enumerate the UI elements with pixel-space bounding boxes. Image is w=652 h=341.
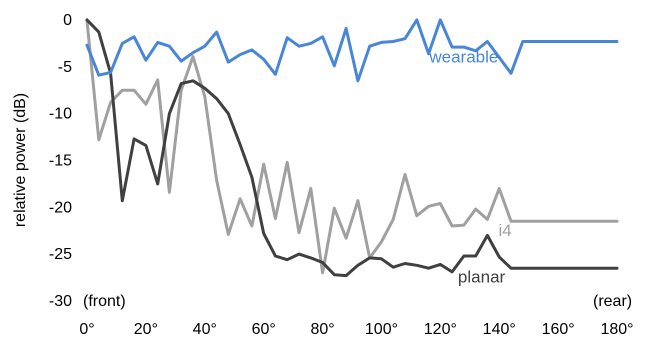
x-tick-label: 0°	[79, 321, 94, 338]
x-axis-ticks: 0° 20° 40° 60° 80° 100° 120° 140° 160° 180°	[79, 321, 633, 338]
rear-annotation: (rear)	[593, 293, 632, 310]
x-tick-label: 180°	[600, 321, 633, 338]
series-lines	[87, 20, 617, 276]
x-tick-label: 80°	[310, 321, 334, 338]
x-tick-label: 160°	[542, 321, 575, 338]
series-line-wearable	[87, 20, 617, 81]
x-tick-label: 20°	[134, 321, 158, 338]
series-label-i4: i4	[498, 221, 511, 240]
x-tick-label: 40°	[193, 321, 217, 338]
front-annotation: (front)	[83, 293, 126, 310]
x-tick-label: 140°	[483, 321, 516, 338]
y-tick-label: -5	[58, 59, 72, 76]
y-tick-label: -10	[49, 106, 72, 123]
y-tick-label: -20	[49, 199, 72, 216]
series-labels: i4 planar wearable	[428, 47, 511, 286]
series-label-wearable: wearable	[428, 47, 498, 66]
y-tick-label: -15	[49, 153, 72, 170]
x-tick-label: 60°	[252, 321, 276, 338]
y-tick-label: -25	[49, 246, 72, 263]
y-tick-label: -30	[49, 293, 72, 310]
y-axis-title: relative power (dB)	[12, 93, 29, 227]
series-label-planar: planar	[458, 268, 506, 287]
y-axis-ticks: 0 -5 -10 -15 -20 -25 -30	[49, 12, 72, 310]
y-tick-label: 0	[63, 12, 72, 29]
x-tick-label: 100°	[365, 321, 398, 338]
x-tick-label: 120°	[424, 321, 457, 338]
